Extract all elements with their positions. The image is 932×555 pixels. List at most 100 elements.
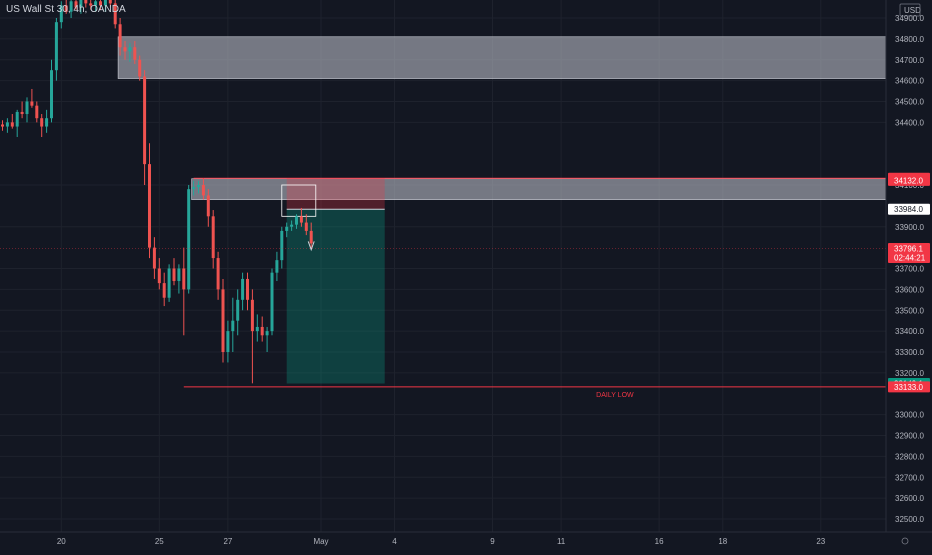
candle-body [177,268,181,282]
x-tick-label: 4 [392,537,397,546]
candle-body [35,105,39,119]
candle-body [187,189,191,290]
x-tick-label: 18 [718,537,727,546]
x-tick-label: 16 [655,537,664,546]
candle-body [201,185,205,196]
candle-body [157,268,161,284]
y-tick-label: 33900.0 [895,223,924,232]
y-tick-label: 34900.0 [895,14,924,23]
grid-lines [0,0,886,532]
candle-body [192,187,196,190]
y-tick-label: 33000.0 [895,411,924,420]
x-tick-label: 23 [816,537,825,546]
candle-body [99,1,102,6]
candle-body [299,216,303,223]
x-tick-label: 11 [557,537,566,546]
y-tick-label: 32600.0 [895,494,924,503]
candle-body [182,268,186,290]
price-badge-3 [888,203,930,215]
candle-body [241,278,245,300]
candle-body [69,1,73,12]
candle-body [221,289,225,352]
candle-body [309,230,313,244]
settings-icon [901,537,909,545]
price-badge-label: 33984.0 [894,205,923,214]
candle-body [162,283,166,298]
position-target-zone [286,209,385,384]
candle-body [216,258,220,290]
candle-body [64,5,68,12]
down-arrow-icon [307,241,315,252]
candle-body [84,0,88,4]
currency-box [899,3,921,17]
candle-body [148,164,151,248]
candle-body [231,320,235,332]
candle-body [290,224,294,227]
candle-body [20,111,24,115]
candle-body [280,230,284,261]
time-axis-panel [0,532,932,550]
price-badge-label: 33796.1 [894,244,923,253]
candle-body [103,0,107,6]
candles [1,0,313,384]
price-badge-6 [888,381,930,393]
currency-label: USD [904,6,921,15]
candle-body [25,101,29,115]
price-badge-label: 34132.0 [894,176,923,185]
candle-body [167,268,171,298]
y-tick-label: 32800.0 [895,452,924,461]
candle-body [123,47,127,52]
y-tick-label: 33400.0 [895,327,924,336]
y-tick-label: 33700.0 [895,265,924,274]
x-tick-label: 20 [57,537,66,546]
candle-body [295,216,298,225]
candle-body [246,278,249,300]
countdown-label: 02:44:21 [894,253,926,262]
candle-body [197,185,200,188]
candle-body [172,268,176,282]
y-tick-label: 33200.0 [895,369,924,378]
y-tick-label: 34400.0 [895,118,924,127]
candle-body [30,101,34,106]
candle-body [118,24,122,48]
candle-body [113,3,117,25]
candle-body [270,272,274,332]
x-tick-label: 27 [223,537,232,546]
chart-title: US Wall St 30, 4h, OANDA [6,4,126,15]
price-axis-panel [886,0,932,550]
y-tick-label: 34700.0 [895,56,924,65]
candle-body [50,70,53,119]
y-tick-label: 32700.0 [895,473,924,482]
candle-body [133,47,137,60]
x-tick-label: 25 [155,537,164,546]
candle-body [59,5,63,23]
candle-body [152,247,156,269]
y-tick-label: 34500.0 [895,98,924,107]
candle-body [40,118,44,127]
candle-body [45,118,49,127]
y-tick-label: 33300.0 [895,348,924,357]
x-tick-label: May [313,537,328,546]
candle-body [10,122,14,127]
price-badge-label: 33133.0 [894,383,923,392]
candle-body [15,111,19,127]
candle-body [138,59,142,77]
candle-body [143,76,147,165]
candle-body [265,331,269,336]
candle-body [54,22,58,71]
y-tick-label: 34800.0 [895,35,924,44]
candle-body [226,331,230,352]
candle-body [211,216,215,259]
candle-body [206,195,210,217]
drawn-rectangle [281,184,317,217]
y-tick-label: 33600.0 [895,285,924,294]
candle-body [255,326,259,332]
position-stop-zone [286,178,385,210]
candle-body [128,47,132,52]
candle-body [108,0,112,4]
candle-body [79,0,83,8]
y-tick-label: 34600.0 [895,77,924,86]
